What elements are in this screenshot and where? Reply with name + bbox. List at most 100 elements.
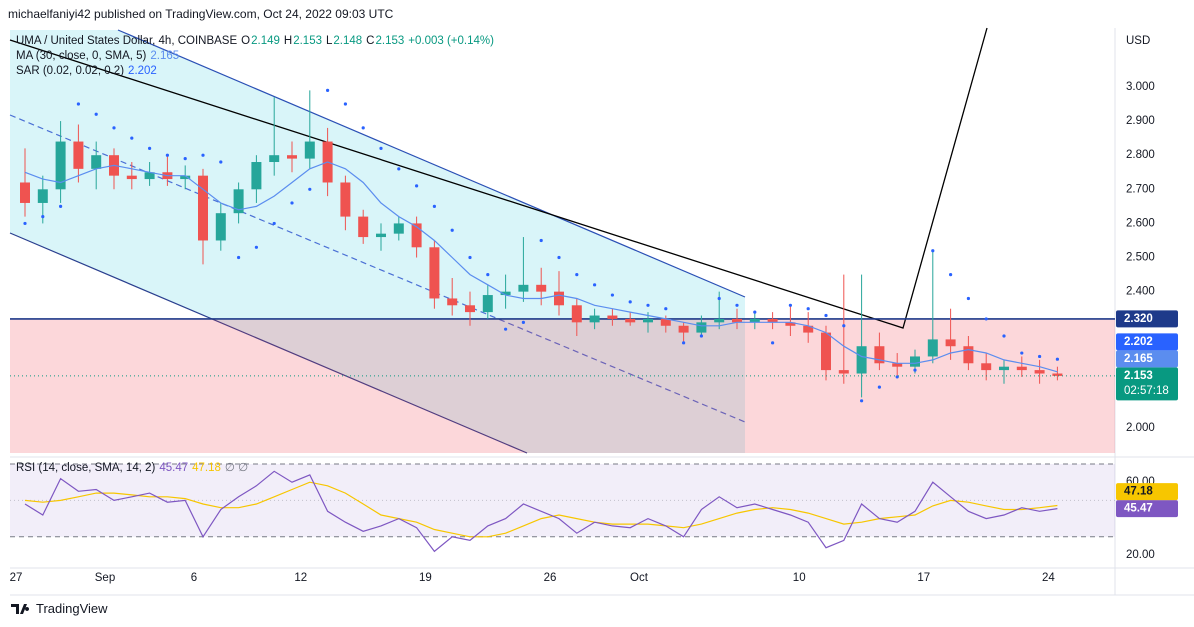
support-zone — [10, 318, 1115, 453]
sar-dot — [201, 153, 205, 157]
candle-body — [144, 172, 155, 180]
candle-body — [999, 366, 1009, 371]
sar-dot — [664, 307, 668, 311]
sar-dot — [504, 327, 508, 331]
x-tick-label: 27 — [10, 572, 23, 584]
sar-dot — [1002, 334, 1006, 338]
legend-row: UMA / United States Dollar, 4h, COINBASE… — [16, 35, 498, 47]
y-tick-label: 2.500 — [1126, 252, 1155, 264]
ma-line — [24, 161, 1058, 373]
brand: TradingView — [36, 601, 108, 616]
indicator-value: 2.165 — [150, 50, 180, 62]
sar-dot — [112, 126, 116, 130]
indicator-value: 2.202 — [128, 65, 157, 77]
legend-row: SAR (0.02, 0.02, 0.2) 2.202 — [16, 65, 498, 77]
x-tick-label: 24 — [1042, 572, 1055, 584]
candle-body — [429, 247, 440, 299]
x-tick-label: 26 — [544, 572, 557, 584]
y-tick-label: 2.400 — [1126, 286, 1155, 298]
price-badge — [1116, 350, 1178, 368]
price-pane — [10, 30, 1115, 453]
sar-dot — [913, 368, 917, 372]
ohlc-label: C — [366, 35, 375, 47]
sar-dot — [397, 167, 401, 171]
candle-body — [465, 305, 475, 313]
candle-body — [981, 363, 992, 371]
sar-dot — [521, 320, 526, 324]
sar-dot — [824, 313, 828, 318]
sar-dot — [165, 153, 169, 157]
candle-body — [180, 175, 191, 180]
sar-dot — [1020, 351, 1024, 355]
logo — [11, 603, 30, 614]
channel-lower — [9, 232, 528, 454]
y-tick-label: 3.000 — [1126, 81, 1155, 93]
sar-dot — [593, 283, 597, 287]
candle-body — [838, 370, 849, 374]
indicator-name: SAR (0.02, 0.02, 0.2) — [16, 65, 125, 77]
candle-body — [785, 322, 796, 326]
candle-body — [963, 346, 974, 364]
candle-body — [767, 318, 778, 323]
sar-dot — [486, 272, 490, 277]
sar-dot — [984, 317, 988, 321]
candle-body — [607, 315, 618, 319]
sar-dot — [931, 249, 935, 253]
hline-badge — [1116, 310, 1178, 328]
countdown: 02:57:18 — [1124, 385, 1169, 397]
price-badge-label: 2.153 — [1124, 370, 1153, 382]
sar-dot — [415, 184, 419, 188]
sar-dot — [450, 228, 454, 232]
sar-dot — [628, 300, 632, 304]
candle-body — [198, 175, 208, 241]
candle-body — [1016, 366, 1027, 371]
x-tick-label: Oct — [630, 572, 649, 584]
candle-body — [393, 223, 404, 234]
hline-badge-label: 2.320 — [1124, 313, 1153, 325]
sar-dot — [682, 341, 686, 345]
sar-dot — [717, 296, 721, 301]
channel-mid — [9, 114, 746, 423]
candle-body — [482, 295, 493, 313]
candle-body — [927, 339, 938, 357]
candle-body — [20, 182, 30, 203]
sar-dot — [949, 272, 953, 277]
candle-body — [287, 155, 297, 159]
price-badge-label: 45.47 — [1124, 503, 1153, 515]
sar-dot — [557, 255, 561, 260]
candle-body — [874, 346, 885, 364]
candle-body — [55, 141, 66, 190]
candle-body — [269, 155, 280, 163]
y-tick-label: 20.00 — [1126, 549, 1155, 561]
candle-body — [803, 325, 814, 333]
sar-dot — [148, 146, 152, 150]
rsi-legend: RSI (14, close, SMA, 14, 2) 45.47 47.18 ∅ ∅ — [16, 460, 252, 474]
sar-dot — [59, 204, 63, 208]
x-tick-label: 19 — [419, 572, 432, 584]
candle-body — [215, 213, 226, 241]
sar-dot — [326, 88, 330, 92]
price-badge — [1116, 333, 1178, 351]
price-badge — [1116, 483, 1178, 501]
sar-dot — [771, 341, 775, 345]
publisher-line: michaelfaniyi42 published on TradingView… — [8, 7, 394, 21]
na-values: ∅ ∅ — [224, 462, 249, 474]
symbol: UMA / United States Dollar, 4h, COINBASE — [16, 35, 238, 47]
ohlc-value: 2.153 — [375, 35, 405, 47]
candle-body — [1052, 373, 1063, 376]
candle-body — [518, 284, 529, 292]
sar-dot — [290, 201, 294, 205]
candle-body — [892, 363, 903, 367]
candle-body — [73, 141, 84, 169]
sar-dot — [219, 160, 223, 164]
sar-dot — [379, 146, 383, 150]
indicator-name: MA (30, close, 0, SMA, 5) — [16, 50, 147, 62]
y-tick-label: 2.000 — [1126, 422, 1155, 434]
currency: USD — [1126, 35, 1150, 47]
sar-dot — [575, 272, 579, 277]
x-tick-label: 17 — [917, 572, 930, 584]
footer: TradingView — [10, 601, 108, 616]
candle-body — [821, 332, 831, 371]
